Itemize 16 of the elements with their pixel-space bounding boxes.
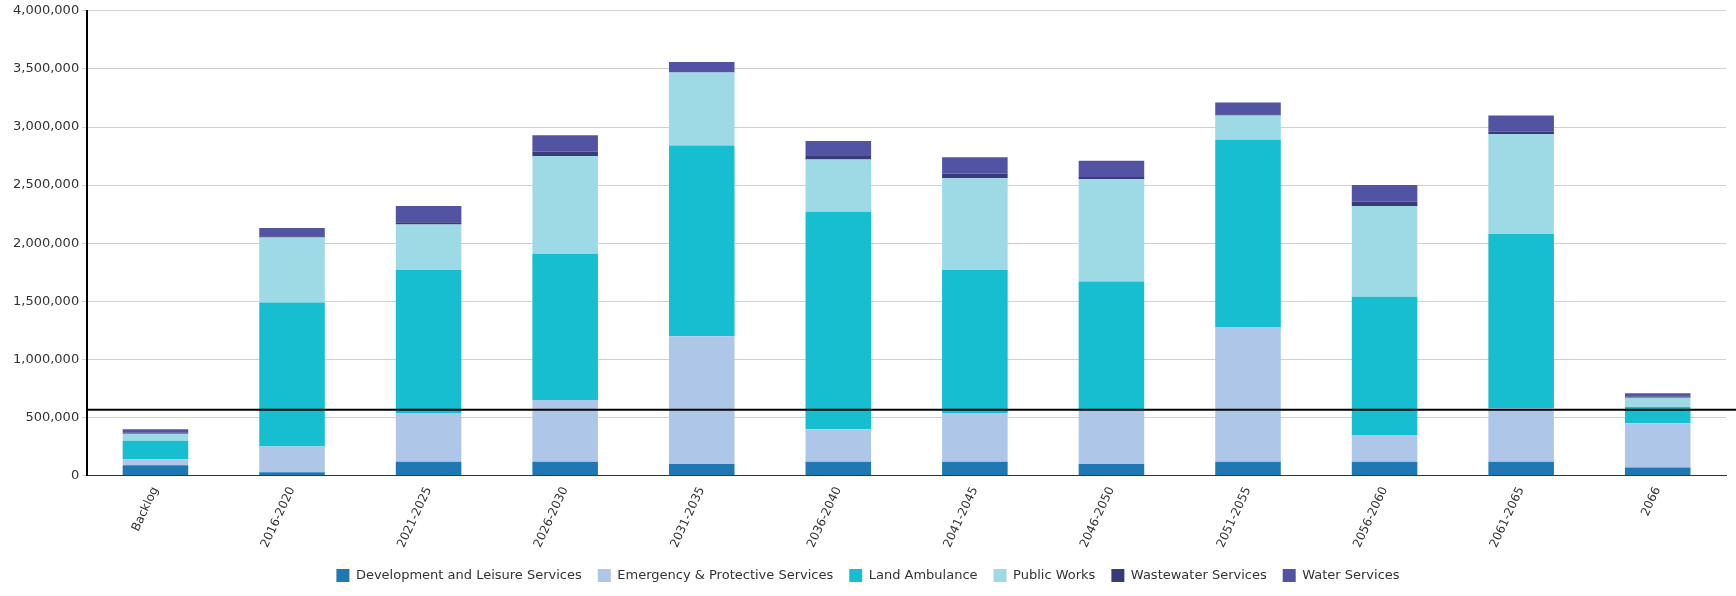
x-tick-label: 2066 (1637, 484, 1664, 518)
legend-label: Water Services (1302, 566, 1400, 582)
y-tick-label: 1,500,000 (12, 292, 80, 308)
y-tick-label: 2,000,000 (12, 234, 80, 250)
legend-label: Land Ambulance (868, 566, 978, 582)
y-tick-label: 0 (70, 467, 80, 483)
y-tick-label: 1,000,000 (12, 350, 80, 366)
legend-label: Public Works (1013, 566, 1096, 582)
y-tick-label: 2,500,000 (12, 176, 80, 192)
legend-label: Wastewater Services (1130, 566, 1267, 582)
legend-label: Emergency & Protective Services (617, 566, 834, 582)
y-tick-label: 3,000,000 (12, 118, 80, 134)
y-tick-label: 500,000 (25, 408, 80, 424)
legend-label: Development and Leisure Services (355, 566, 583, 582)
y-tick-label: 4,000,000 (12, 2, 80, 18)
y-tick-label: 3,500,000 (12, 60, 80, 76)
